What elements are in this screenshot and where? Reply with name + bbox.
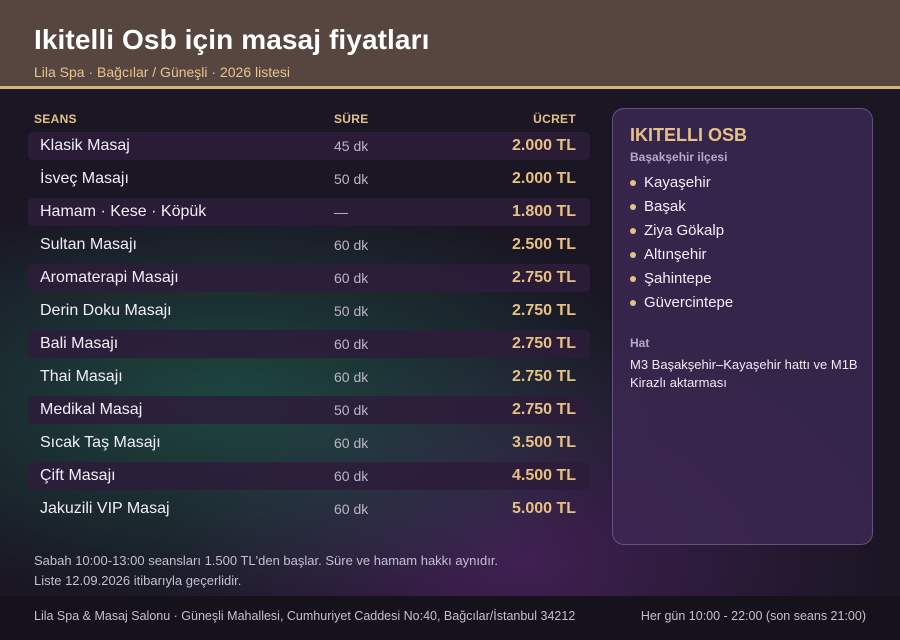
neighborhood-name: Altınşehir xyxy=(644,246,707,263)
bullet-icon xyxy=(630,252,636,258)
session-price: 4.500 TL xyxy=(511,467,576,484)
session-duration: 50 dk xyxy=(334,402,369,418)
transit-text: M3 Başakşehir–Kayaşehir hattı ve M1B Kir… xyxy=(630,357,858,390)
session-duration: 50 dk xyxy=(334,171,369,187)
session-price: 2.750 TL xyxy=(511,302,576,319)
bullet-icon xyxy=(630,228,636,234)
session-price: 2.750 TL xyxy=(511,401,576,418)
session-duration: 60 dk xyxy=(334,435,369,451)
table-row: Sultan Masajı 60 dk 2.500 TL xyxy=(28,231,590,259)
session-price: 3.500 TL xyxy=(511,434,576,451)
session-duration: 50 dk xyxy=(334,303,369,319)
price-table: SEANS SÜRE ÜCRET Klasik Masaj 45 dk 2.000 … xyxy=(28,110,590,528)
table-row: Klasik Masaj 45 dk 2.000 TL xyxy=(28,132,590,160)
session-name: Jakuzili VIP Masaj xyxy=(40,500,170,517)
neighborhood-item: Ziya Gökalp xyxy=(630,222,872,246)
session-name: Medikal Masaj xyxy=(40,401,143,418)
neighborhood-item: Güvercintepe xyxy=(630,294,872,318)
page-subtitle: Lila Spa · Bağcılar / Güneşli · 2026 lis… xyxy=(34,64,291,80)
column-header-session: SEANS xyxy=(34,112,77,126)
neighborhood-name: Güvercintepe xyxy=(644,294,734,311)
session-price: 2.000 TL xyxy=(511,170,576,187)
session-duration: 60 dk xyxy=(334,501,369,517)
table-row: Thai Masajı 60 dk 2.750 TL xyxy=(28,363,590,391)
page-footer: Lila Spa & Masaj Salonu · Güneşli Mahall… xyxy=(0,596,900,640)
neighborhood-name: Şahintepe xyxy=(644,270,712,287)
neighborhood-item: Kayaşehir xyxy=(630,174,872,198)
footer-hours: Her gün 10:00 - 22:00 (son seans 21:00) xyxy=(640,609,866,623)
table-row: Bali Masajı 60 dk 2.750 TL xyxy=(28,330,590,358)
table-row: Aromaterapi Masajı 60 dk 2.750 TL xyxy=(28,264,590,292)
session-duration: 45 dk xyxy=(334,138,369,154)
table-row: Jakuzili VIP Masaj 60 dk 5.000 TL xyxy=(28,495,590,523)
neighborhood-item: Şahintepe xyxy=(630,270,872,294)
note-validity: Liste 12.09.2026 itibarıyla geçerlidir. xyxy=(34,573,242,588)
column-header-duration: SÜRE xyxy=(334,112,369,126)
session-price: 2.500 TL xyxy=(511,236,576,253)
bullet-icon xyxy=(630,276,636,282)
column-header-price: ÜCRET xyxy=(533,112,576,126)
district-label: Başakşehir ilçesi xyxy=(630,150,728,164)
session-name: Sultan Masajı xyxy=(40,236,137,253)
bullet-icon xyxy=(630,180,636,186)
session-duration: 60 dk xyxy=(334,336,369,352)
session-price: 2.750 TL xyxy=(511,269,576,286)
page-title: Ikitelli Osb için masaj fiyatları xyxy=(34,24,430,55)
session-price: 2.750 TL xyxy=(511,335,576,352)
page-header: Ikitelli Osb için masaj fiyatları Lila S… xyxy=(0,0,900,89)
neighborhood-item: Başak xyxy=(630,198,872,222)
table-header: SEANS SÜRE ÜCRET xyxy=(28,110,590,132)
session-name: Hamam · Kese · Köpük xyxy=(40,203,207,220)
price-notes: Sabah 10:00-13:00 seansları 1.500 TL'den… xyxy=(34,551,498,591)
bullet-icon xyxy=(630,204,636,210)
neighborhood-name: Kayaşehir xyxy=(644,174,711,191)
location-panel: IKITELLI OSB Başakşehir ilçesi Kayaşehir… xyxy=(612,108,873,545)
session-price: 2.750 TL xyxy=(511,368,576,385)
table-row: Sıcak Taş Masajı 60 dk 3.500 TL xyxy=(28,429,590,457)
table-row: İsveç Masajı 50 dk 2.000 TL xyxy=(28,165,590,193)
neighborhood-name: Başak xyxy=(644,198,686,215)
transit-title: Hat xyxy=(630,336,650,350)
session-duration: 60 dk xyxy=(334,237,369,253)
neighborhood-item: Altınşehir xyxy=(630,246,872,270)
footer-address: Lila Spa & Masaj Salonu · Güneşli Mahall… xyxy=(34,609,576,623)
table-body: Klasik Masaj 45 dk 2.000 TL İsveç Masajı 50 … xyxy=(28,132,590,523)
bullet-icon xyxy=(630,300,636,306)
session-name: Çift Masajı xyxy=(40,467,116,484)
session-name: İsveç Masajı xyxy=(40,170,129,187)
neighborhood-list: Kayaşehir Başak Ziya Gökalp Altınşehir Şahin… xyxy=(630,174,872,318)
table-row: Medikal Masaj 50 dk 2.750 TL xyxy=(28,396,590,424)
session-price: 2.000 TL xyxy=(511,137,576,154)
session-name: Sıcak Taş Masajı xyxy=(40,434,161,451)
table-row: Hamam · Kese · Köpük — 1.800 TL xyxy=(28,198,590,226)
session-name: Thai Masajı xyxy=(40,368,123,385)
session-price: 1.800 TL xyxy=(511,203,576,220)
session-duration: 60 dk xyxy=(334,369,369,385)
location-title: IKITELLI OSB xyxy=(630,125,747,145)
session-duration: 60 dk xyxy=(334,468,369,484)
session-duration: 60 dk xyxy=(334,270,369,286)
session-name: Derin Doku Masajı xyxy=(40,302,172,319)
session-name: Klasik Masaj xyxy=(40,137,130,154)
session-duration: — xyxy=(334,204,348,220)
table-row: Çift Masajı 60 dk 4.500 TL xyxy=(28,462,590,490)
session-price: 5.000 TL xyxy=(511,500,576,517)
note-morning: Sabah 10:00-13:00 seansları 1.500 TL'den… xyxy=(34,553,499,568)
session-name: Aromaterapi Masajı xyxy=(40,269,179,286)
session-name: Bali Masajı xyxy=(40,335,119,352)
table-row: Derin Doku Masajı 50 dk 2.750 TL xyxy=(28,297,590,325)
neighborhood-name: Ziya Gökalp xyxy=(644,222,725,239)
